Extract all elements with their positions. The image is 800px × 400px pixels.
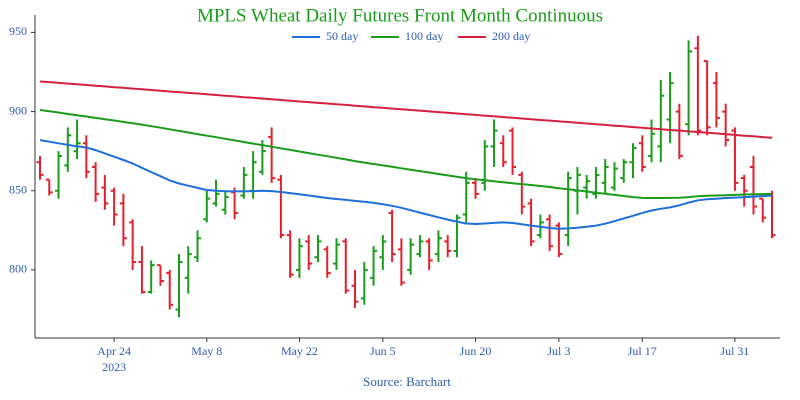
x-tick-label: Jul 17 bbox=[628, 344, 657, 358]
source-note: Source: Barchart bbox=[363, 374, 451, 389]
legend-label: 100 day bbox=[405, 29, 443, 43]
x-year-label: 2023 bbox=[102, 360, 126, 374]
moving-average-line bbox=[39, 109, 773, 199]
x-tick-label: Jul 31 bbox=[720, 344, 749, 358]
x-tick-label: Jun 5 bbox=[370, 344, 396, 358]
y-tick-label: 800 bbox=[9, 262, 27, 276]
legend-label: 200 day bbox=[492, 29, 530, 43]
y-tick-label: 850 bbox=[9, 183, 27, 197]
x-tick-label: May 22 bbox=[281, 344, 318, 358]
chart-title: MPLS Wheat Daily Futures Front Month Con… bbox=[197, 5, 603, 26]
y-tick-label: 900 bbox=[9, 103, 27, 117]
legend-label: 50 day bbox=[326, 29, 358, 43]
moving-average-line bbox=[39, 80, 773, 139]
x-tick-label: Jun 20 bbox=[460, 344, 492, 358]
x-tick-label: Jul 3 bbox=[547, 344, 570, 358]
y-tick-label: 950 bbox=[9, 24, 27, 38]
x-tick-label: May 8 bbox=[191, 344, 222, 358]
moving-average-line bbox=[39, 139, 773, 230]
x-tick-label: Apr 24 bbox=[97, 344, 131, 358]
